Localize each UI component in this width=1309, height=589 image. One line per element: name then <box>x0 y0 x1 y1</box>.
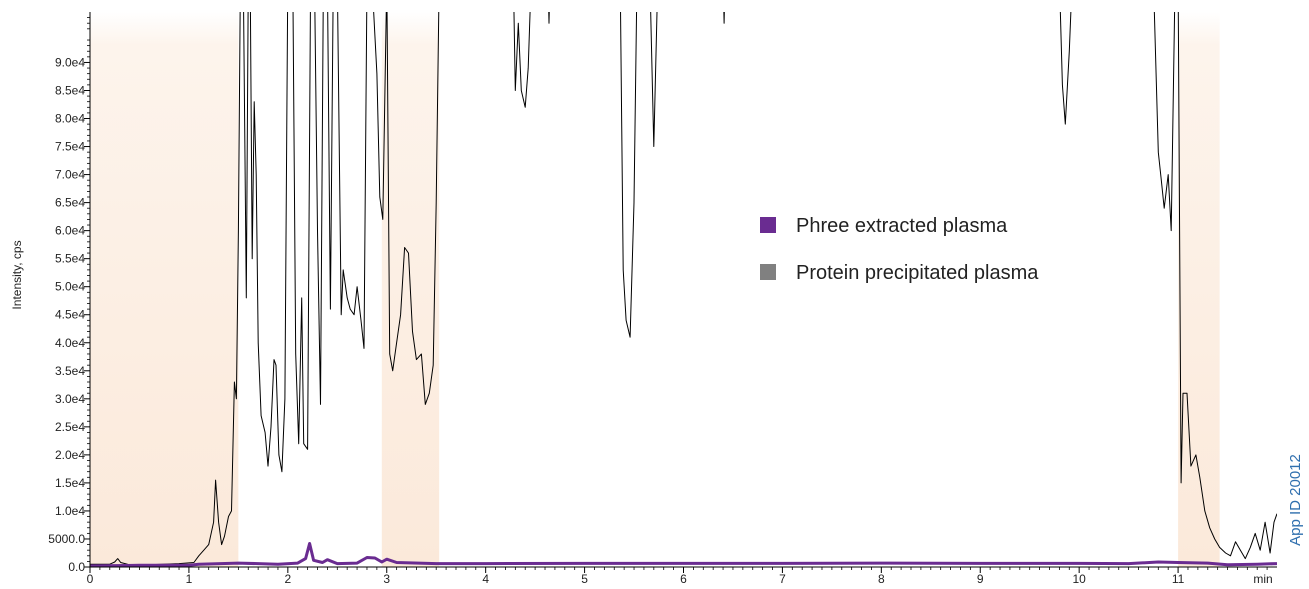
background-band-2 <box>1178 12 1220 567</box>
x-axis-unit-label: min <box>1253 572 1272 586</box>
y-tick-label-13: 6.5e4 <box>55 196 85 210</box>
y-tick-label-2: 1.0e4 <box>55 504 85 518</box>
y-tick-label-14: 7.0e4 <box>55 168 85 182</box>
series-layer <box>90 12 1277 567</box>
x-tick-label-7: 7 <box>779 572 786 586</box>
y-tick-label-17: 8.5e4 <box>55 83 85 97</box>
y-tick-label-0: 0.0 <box>68 560 85 574</box>
y-tick-label-4: 2.0e4 <box>55 448 85 462</box>
x-tick-label-0: 0 <box>87 572 94 586</box>
y-tick-label-11: 5.5e4 <box>55 252 85 266</box>
series-line-1 <box>90 12 1277 566</box>
background-band-0 <box>90 12 239 567</box>
legend: Phree extracted plasma Protein precipita… <box>760 215 1039 284</box>
x-tick-label-9: 9 <box>977 572 984 586</box>
x-tick-label-11: 11 <box>1172 572 1185 586</box>
x-tick-label-2: 2 <box>284 572 291 586</box>
y-tick-label-9: 4.5e4 <box>55 308 85 322</box>
x-tick-label-3: 3 <box>383 572 390 586</box>
y-tick-label-5: 2.5e4 <box>55 420 85 434</box>
x-tick-label-10: 10 <box>1072 572 1086 586</box>
y-tick-label-7: 3.5e4 <box>55 364 85 378</box>
legend-swatch-phree <box>760 217 776 233</box>
y-tick-label-8: 4.0e4 <box>55 336 85 350</box>
y-tick-label-16: 8.0e4 <box>55 112 85 126</box>
x-tick-label-5: 5 <box>581 572 588 586</box>
y-tick-label-15: 7.5e4 <box>55 140 85 154</box>
legend-label-protein: Protein precipitated plasma <box>796 262 1039 284</box>
axes: 0.0 5000.0 1.0e4 1.5e4 2.0e4 2.5e4 3.0e4 3.5e4 4… <box>48 12 1277 586</box>
x-tick-label-4: 4 <box>482 572 489 586</box>
series-line-0 <box>90 542 1277 567</box>
y-axis-title: Intensity, cps <box>10 240 24 309</box>
y-tick-label-18: 9.0e4 <box>55 55 85 69</box>
y-tick-label-3: 1.5e4 <box>55 476 85 490</box>
y-tick-label-6: 3.0e4 <box>55 392 85 406</box>
y-tick-label-10: 5.0e4 <box>55 280 85 294</box>
x-tick-label-8: 8 <box>878 572 885 586</box>
x-tick-label-6: 6 <box>680 572 687 586</box>
x-tick-label-1: 1 <box>186 572 193 586</box>
y-tick-label-12: 6.0e4 <box>55 224 85 238</box>
y-tick-label-1: 5000.0 <box>48 532 85 546</box>
app-id-label: App ID 20012 <box>1287 454 1304 546</box>
legend-label-phree: Phree extracted plasma <box>796 215 1008 237</box>
legend-swatch-protein <box>760 264 776 280</box>
